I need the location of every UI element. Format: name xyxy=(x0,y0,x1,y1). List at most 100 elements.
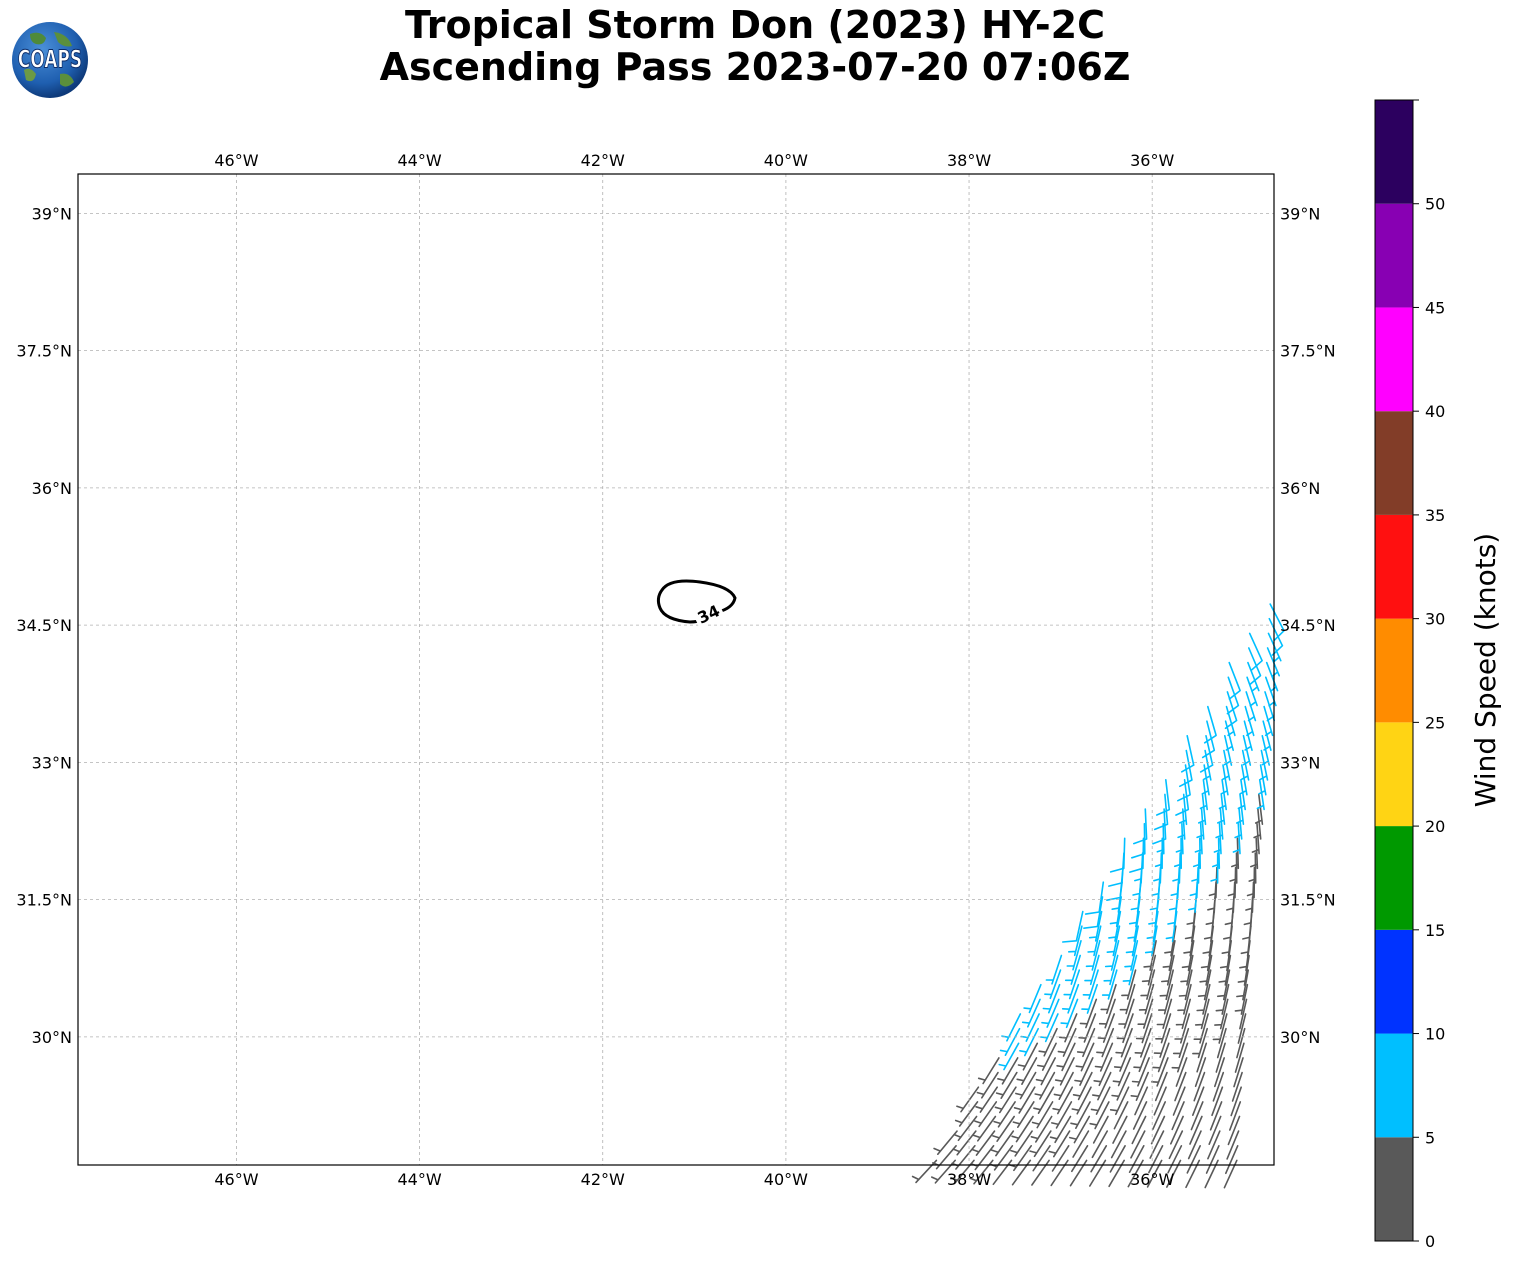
wind-barb xyxy=(1156,998,1173,1029)
lat-tick-label-right: 37.5°N xyxy=(1280,342,1336,361)
lat-tick-label-right: 31.5°N xyxy=(1280,891,1336,910)
wind-barb xyxy=(997,1057,1019,1085)
wind-barb xyxy=(1097,1013,1115,1043)
wind-barb xyxy=(972,1115,997,1142)
wind-barb xyxy=(1226,881,1236,913)
wind-barb xyxy=(1208,1115,1222,1145)
wind-barb xyxy=(1153,852,1163,884)
wind-barb xyxy=(1134,1027,1152,1058)
wind-barb xyxy=(1069,1115,1091,1144)
wind-barb xyxy=(1038,1027,1058,1057)
wind-barb xyxy=(1062,910,1084,943)
wind-barb xyxy=(1152,1101,1166,1130)
wind-barb xyxy=(1016,1057,1038,1085)
lat-tick-label-right: 36°N xyxy=(1280,479,1320,498)
wind-barb xyxy=(1196,808,1205,840)
wind-barb xyxy=(1132,1101,1148,1130)
title-line-1: Tropical Storm Don (2023) HY-2C xyxy=(405,3,1105,47)
wind-barb xyxy=(1076,1027,1096,1058)
wind-barb xyxy=(1224,691,1238,730)
wind-barb xyxy=(1261,735,1270,766)
wind-barb xyxy=(1098,998,1116,1029)
wind-barb xyxy=(1141,954,1157,986)
wind-barb xyxy=(1100,983,1117,1015)
wind-barb xyxy=(990,1130,1015,1157)
wind-barb xyxy=(1074,1057,1094,1086)
wind-barb xyxy=(1192,837,1201,870)
wind-barb xyxy=(1231,837,1240,870)
wind-barb xyxy=(1229,852,1238,884)
wind-barb xyxy=(1189,866,1199,899)
wind-barb xyxy=(1012,1101,1035,1128)
wind-barb xyxy=(1035,1057,1056,1086)
wind-barb xyxy=(970,1145,995,1171)
wind-barb xyxy=(1201,720,1216,759)
wind-barb xyxy=(1011,1159,1032,1186)
wind-barb xyxy=(1192,1027,1208,1059)
wind-barb xyxy=(1084,954,1100,986)
wind-barb xyxy=(1144,925,1158,957)
wind-barb xyxy=(1089,1101,1110,1130)
wind-barb xyxy=(1215,1042,1226,1073)
wind-barb xyxy=(1154,1071,1168,1102)
wind-barb xyxy=(1124,940,1139,971)
wind-barb xyxy=(999,1027,1021,1056)
wind-barb xyxy=(1085,940,1101,971)
wind-barb xyxy=(1229,1101,1242,1131)
wind-barb xyxy=(1037,1042,1057,1071)
wind-barb xyxy=(1053,1071,1074,1100)
wind-barb xyxy=(1186,1145,1201,1174)
coaps-logo: COAPS xyxy=(12,22,88,98)
wind-barb xyxy=(1198,793,1207,826)
wind-barb xyxy=(1190,1101,1204,1131)
wind-barb xyxy=(1031,1159,1050,1186)
wind-barb xyxy=(1152,808,1167,845)
wind-barb xyxy=(1243,720,1253,751)
wind-barb xyxy=(1177,983,1192,1015)
wind-barb xyxy=(1222,749,1231,781)
wind-barb xyxy=(1220,764,1229,796)
wind-barb xyxy=(1128,1145,1145,1173)
wind-barb xyxy=(1217,969,1231,1001)
wind-barb xyxy=(1214,1057,1225,1088)
wind-barb xyxy=(1251,822,1260,855)
wind-barb xyxy=(1239,998,1248,1030)
wind-barb xyxy=(1248,852,1257,884)
wind-barb xyxy=(971,1130,996,1156)
wind-barb xyxy=(992,1159,1013,1186)
wind-barb xyxy=(1168,1130,1184,1160)
wind-barb xyxy=(1109,1145,1126,1173)
wind-barb xyxy=(1175,1057,1188,1087)
wind-barb xyxy=(1230,1086,1242,1117)
lon-tick-label-bottom: 40°W xyxy=(764,1170,808,1189)
wind-barb xyxy=(1197,969,1212,1001)
wind-barb xyxy=(992,1115,1015,1142)
wind-barb xyxy=(1227,866,1237,899)
wind-barb xyxy=(1241,749,1250,781)
lat-tick-label-left: 37.5°N xyxy=(16,342,72,361)
wind-barb xyxy=(1259,749,1269,781)
wind-barb xyxy=(1225,1145,1239,1175)
wind-barb xyxy=(1211,1086,1224,1117)
chart-title: Tropical Storm Don (2023) HY-2C Ascendin… xyxy=(250,4,1260,88)
wind-barb xyxy=(1193,1071,1206,1102)
wind-barb xyxy=(993,1101,1016,1128)
wind-barb xyxy=(1218,779,1227,811)
wind-barb xyxy=(1178,969,1193,1001)
wind-barb xyxy=(1042,983,1061,1014)
wind-barb xyxy=(1192,1086,1205,1116)
wind-barb xyxy=(1133,1042,1151,1073)
wind-barb xyxy=(1116,1013,1134,1044)
lat-tick-label-left: 30°N xyxy=(32,1028,72,1047)
wind-barb xyxy=(1232,822,1241,855)
wind-barb xyxy=(1051,1145,1070,1172)
lon-tick-label-top: 44°W xyxy=(397,151,441,170)
wind-barb xyxy=(1245,881,1255,913)
wind-barb xyxy=(1054,1057,1075,1086)
wind-barb xyxy=(1089,1159,1107,1187)
wind-barb xyxy=(1237,1013,1247,1044)
wind-barb xyxy=(1242,735,1252,766)
wind-barb xyxy=(1246,866,1256,899)
wind-barb xyxy=(1175,822,1184,855)
wind-barb xyxy=(1193,1013,1209,1044)
